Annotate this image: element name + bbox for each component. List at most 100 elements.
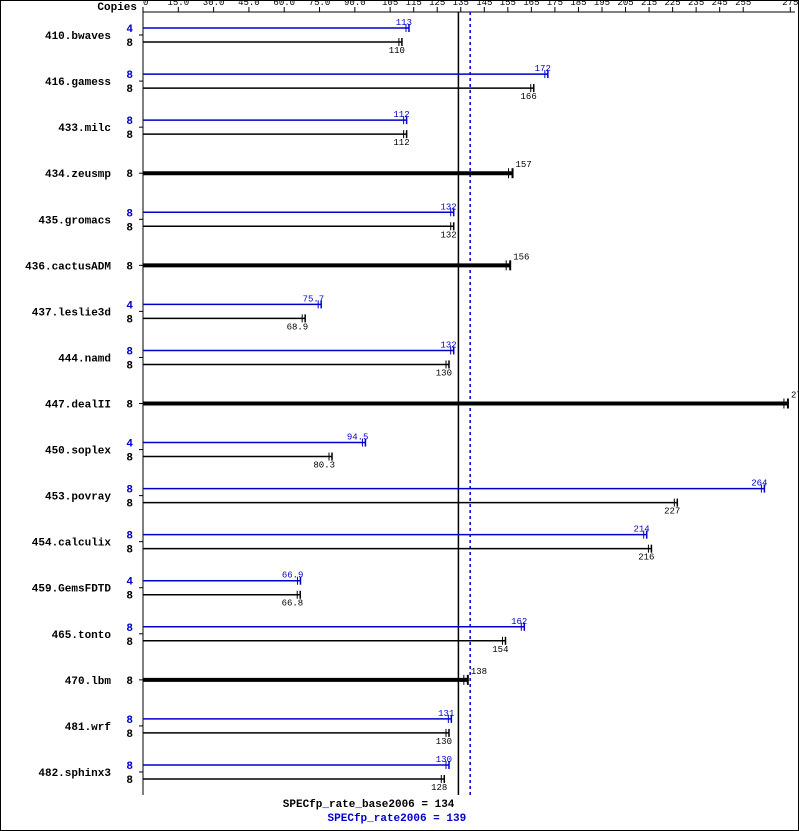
- copies-label-peak: 4: [126, 300, 133, 312]
- benchmark-name: 416.gamess: [45, 77, 111, 89]
- result-value-base: 216: [638, 553, 654, 563]
- copies-label: 8: [126, 169, 133, 181]
- axis-tick-label: 275: [782, 0, 798, 8]
- copies-label: 8: [126, 676, 133, 688]
- axis-tick-label: 45.0: [238, 0, 260, 8]
- axis-tick-label: 175: [547, 0, 563, 8]
- copies-label-base: 8: [126, 314, 133, 326]
- result-value-base: 166: [521, 92, 537, 102]
- copies-label-peak: 8: [126, 208, 133, 220]
- copies-label-base: 8: [126, 729, 133, 741]
- copies-label-peak: 8: [126, 70, 133, 82]
- axis-tick-label: 15.0: [168, 0, 190, 8]
- result-value-base: 132: [440, 230, 456, 240]
- benchmark-name: 482.sphinx3: [38, 768, 111, 780]
- copies-label-peak: 8: [126, 715, 133, 727]
- axis-tick-label: 145: [476, 0, 492, 8]
- result-value-base: 66.8: [282, 599, 304, 609]
- result-value-base: 154: [492, 645, 508, 655]
- axis-tick-label: 235: [688, 0, 704, 8]
- result-value-peak: 214: [634, 525, 650, 535]
- spec-rate-chart: 0 15.0 30.0 45.0 60.0 75.0 90.0 105 115 125 135 145…: [0, 0, 799, 831]
- benchmark-name: 454.calculix: [32, 538, 112, 550]
- benchmark-name: 436.cactusADM: [25, 261, 111, 273]
- copies-label-peak: 8: [126, 485, 133, 497]
- result-value: 138: [471, 667, 487, 677]
- axis-tick-label: 225: [665, 0, 681, 8]
- copies-label-peak: 8: [126, 116, 133, 128]
- copies-label-peak: 8: [126, 623, 133, 635]
- result-value-base: 128: [431, 783, 447, 793]
- result-value: 157: [516, 160, 532, 170]
- axis-tick-label: 135: [453, 0, 469, 8]
- result-value-base: 112: [393, 138, 409, 148]
- copies-label-base: 8: [126, 775, 133, 787]
- summary-label: SPECfp_rate2006 = 139: [328, 813, 467, 825]
- axis-tick-label: 205: [617, 0, 633, 8]
- axis-tick-label: 115: [406, 0, 422, 8]
- copies-label-peak: 8: [126, 531, 133, 543]
- result-value-peak: 172: [535, 64, 551, 74]
- result-value-peak: 113: [396, 18, 412, 28]
- copies-header: Copies: [97, 2, 137, 14]
- benchmark-name: 470.lbm: [65, 676, 112, 688]
- benchmark-name: 435.gromacs: [38, 215, 111, 227]
- benchmark-name: 433.milc: [58, 123, 111, 135]
- result-value-peak: 264: [751, 479, 767, 489]
- benchmark-name: 434.zeusmp: [45, 169, 111, 181]
- axis-tick-label: 125: [429, 0, 445, 8]
- axis-tick-label: 215: [641, 0, 657, 8]
- axis-tick-label: 90.0: [344, 0, 366, 8]
- result-value-peak: 66.9: [282, 571, 304, 581]
- axis-tick-label: 30.0: [203, 0, 225, 8]
- axis-tick-label: 245: [712, 0, 728, 8]
- copies-label-peak: 8: [126, 761, 133, 773]
- copies-label-base: 8: [126, 130, 133, 142]
- copies-label: 8: [126, 261, 133, 273]
- copies-label-peak: 4: [126, 439, 133, 451]
- benchmark-name: 481.wrf: [65, 722, 112, 734]
- benchmark-name: 437.leslie3d: [32, 307, 111, 319]
- benchmark-name: 447.dealII: [45, 400, 111, 412]
- result-value: 156: [513, 252, 529, 262]
- result-value-base: 130: [436, 368, 452, 378]
- axis-tick-label: 195: [594, 0, 610, 8]
- axis-tick-label: 0: [143, 0, 148, 8]
- result-value-peak: 132: [440, 340, 456, 350]
- copies-label: 8: [126, 400, 133, 412]
- axis-tick-label: 105: [382, 0, 398, 8]
- copies-label-peak: 8: [126, 346, 133, 358]
- result-value: 274: [791, 391, 799, 401]
- copies-label-peak: 4: [126, 24, 133, 36]
- summary-label: SPECfp_rate_base2006 = 134: [283, 799, 455, 811]
- copies-label-peak: 4: [126, 577, 133, 589]
- axis-tick-label: 75.0: [309, 0, 331, 8]
- result-value-base: 110: [389, 46, 405, 56]
- result-value-peak: 131: [438, 709, 454, 719]
- result-value-peak: 94.5: [347, 433, 369, 443]
- benchmark-name: 465.tonto: [52, 630, 112, 642]
- benchmark-name: 444.namd: [58, 353, 111, 365]
- benchmark-name: 459.GemsFDTD: [32, 584, 112, 596]
- axis-tick-label: 165: [523, 0, 539, 8]
- copies-label-base: 8: [126, 637, 133, 649]
- benchmark-name: 453.povray: [45, 492, 111, 504]
- copies-label-base: 8: [126, 453, 133, 465]
- axis-tick-label: 155: [500, 0, 516, 8]
- axis-tick-label: 255: [735, 0, 751, 8]
- copies-label-base: 8: [126, 84, 133, 96]
- copies-label-base: 8: [126, 360, 133, 372]
- result-value-base: 130: [436, 737, 452, 747]
- copies-label-base: 8: [126, 591, 133, 603]
- result-value-peak: 75.7: [303, 294, 325, 304]
- result-value-base: 68.9: [287, 322, 309, 332]
- copies-label-base: 8: [126, 499, 133, 511]
- axis-tick-label: 60.0: [273, 0, 295, 8]
- result-value-peak: 112: [393, 110, 409, 120]
- axis-tick-label: 185: [570, 0, 586, 8]
- result-value-base: 80.3: [313, 461, 335, 471]
- result-value-base: 227: [664, 507, 680, 517]
- copies-label-base: 8: [126, 545, 133, 557]
- result-value-peak: 132: [440, 202, 456, 212]
- copies-label-base: 8: [126, 222, 133, 234]
